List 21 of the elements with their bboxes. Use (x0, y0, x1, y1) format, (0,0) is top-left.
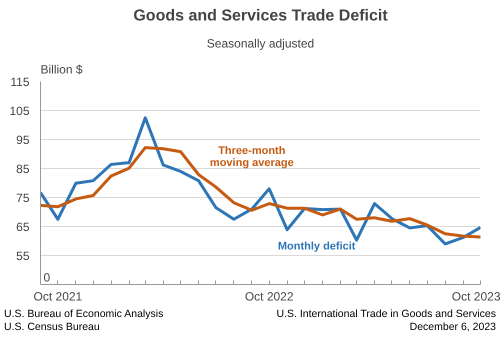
y-tick-label: 75 (16, 191, 30, 205)
y-tick-label: 115 (10, 75, 30, 89)
y-tick-label: 95 (16, 133, 30, 147)
text: U.S. Census Bureau (4, 321, 100, 333)
line-series (40, 146, 480, 238)
y-tick-label: 55 (16, 249, 30, 263)
y-tick-label: 85 (16, 162, 30, 176)
y-tick-label: 65 (16, 220, 30, 234)
x-tick-label: Oct 2022 (244, 290, 294, 304)
chart-subtitle: Seasonally adjusted (206, 36, 314, 50)
annotation: 0 (44, 270, 50, 284)
series-label: Monthly deficit (278, 240, 356, 253)
series-label: Three-month moving average (210, 144, 294, 170)
x-tick-label: Oct 2021 (34, 290, 83, 304)
y-tick-label: 105 (9, 104, 30, 118)
chart-title: Goods and Services Trade Deficit (133, 8, 388, 24)
x-tick-label: Oct 2023 (452, 290, 500, 304)
text: U.S. Bureau of Economic Analysis (4, 308, 164, 320)
y-axis-title: Billion $ (40, 62, 83, 76)
text: December 6, 2023 (410, 321, 496, 333)
text: U.S. International Trade in Goods and Services (276, 308, 496, 320)
